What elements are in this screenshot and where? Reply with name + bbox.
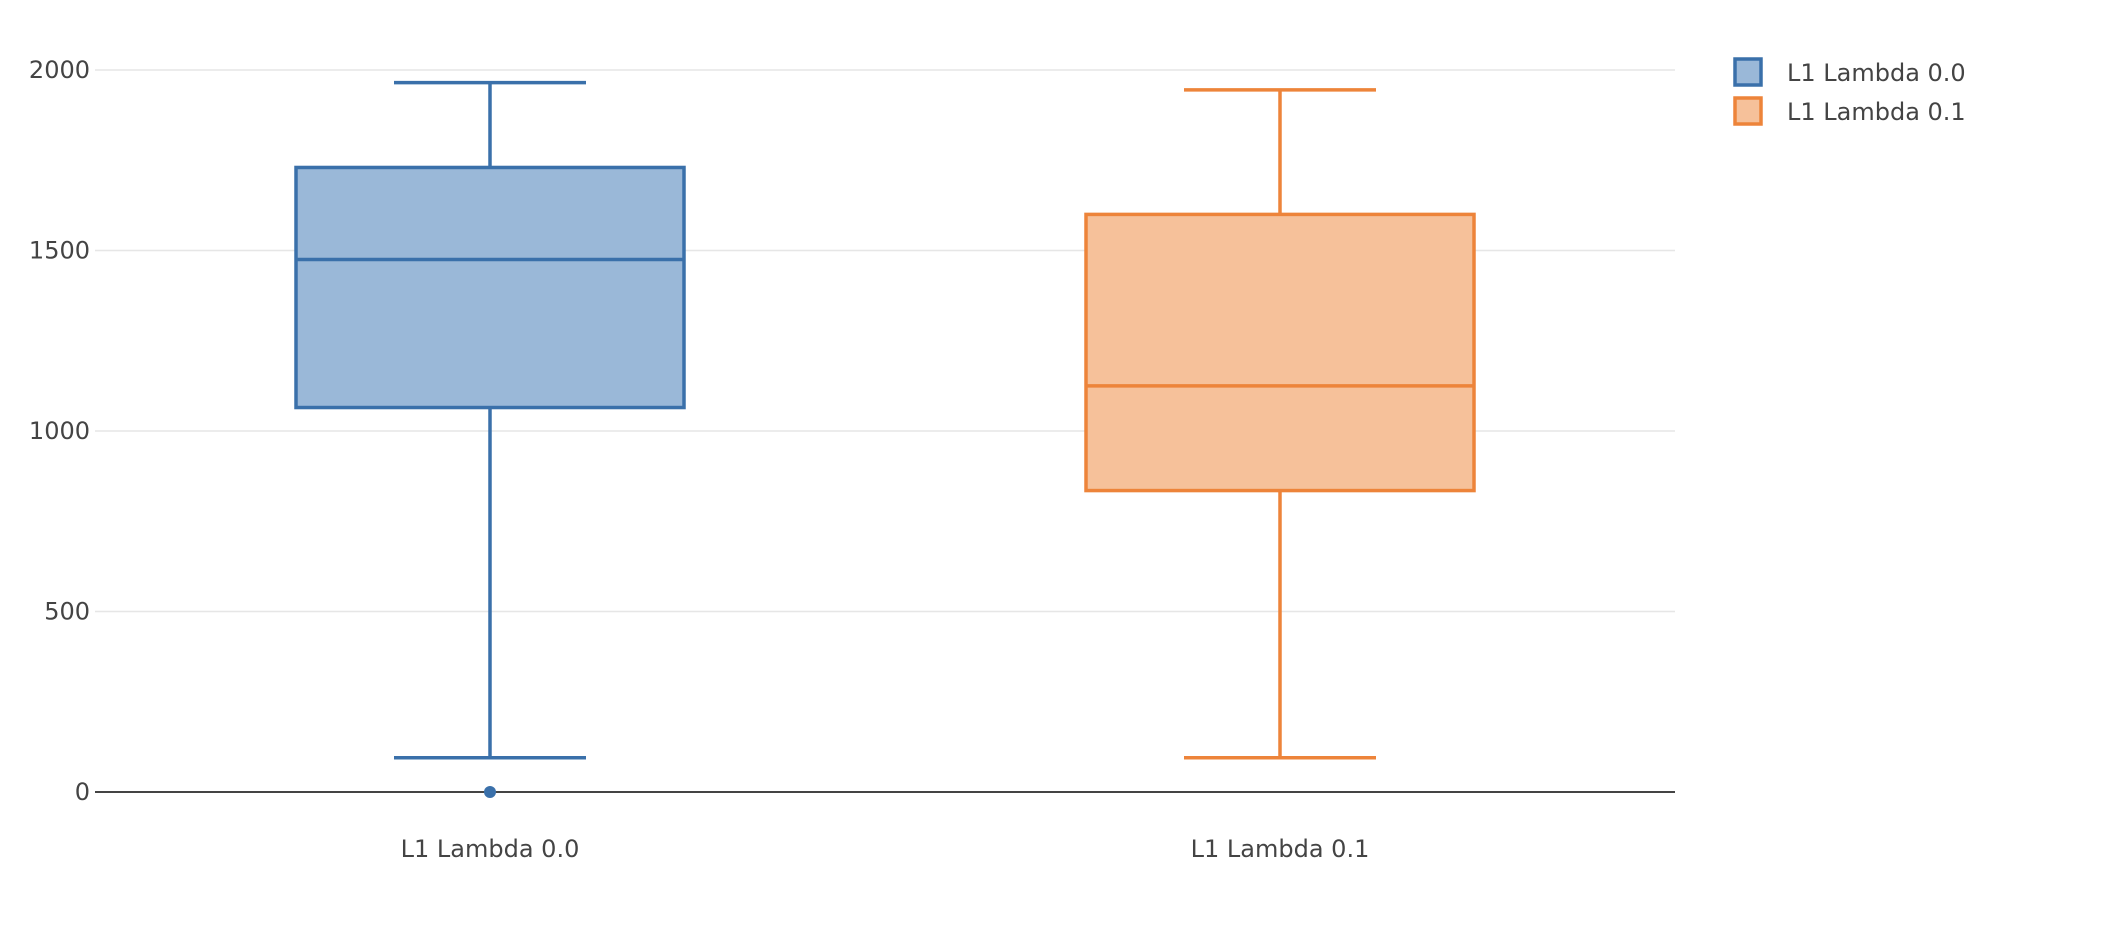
- y-tick-label: 1500: [29, 237, 90, 265]
- outlier-point[interactable]: [484, 786, 496, 798]
- legend-item-2[interactable]: L1 Lambda 0.1: [1733, 96, 1966, 126]
- x-tick-label: L1 Lambda 0.1: [1191, 835, 1370, 863]
- y-tick-label: 500: [44, 598, 90, 626]
- y-axis-ticks: 0 500 1000 1500 2000: [29, 56, 90, 806]
- legend[interactable]: L1 Lambda 0.0 L1 Lambda 0.1: [1733, 57, 1966, 126]
- legend-swatch: [1733, 96, 1763, 126]
- legend-label: L1 Lambda 0.1: [1787, 98, 1966, 126]
- box-2[interactable]: [1084, 88, 1476, 760]
- legend-label: L1 Lambda 0.0: [1787, 59, 1966, 87]
- x-tick-label: L1 Lambda 0.0: [401, 835, 580, 863]
- y-tick-label: 1000: [29, 417, 90, 445]
- iqr-box[interactable]: [1084, 212, 1476, 493]
- box-plot-boxes[interactable]: [294, 80, 1476, 798]
- x-axis-category-labels: L1 Lambda 0.0 L1 Lambda 0.1: [401, 835, 1370, 863]
- y-tick-label: 0: [75, 778, 90, 806]
- legend-swatch: [1733, 57, 1763, 87]
- box-1[interactable]: [294, 80, 686, 798]
- legend-item-1[interactable]: L1 Lambda 0.0: [1733, 57, 1966, 87]
- iqr-box[interactable]: [294, 165, 686, 410]
- y-tick-label: 2000: [29, 56, 90, 84]
